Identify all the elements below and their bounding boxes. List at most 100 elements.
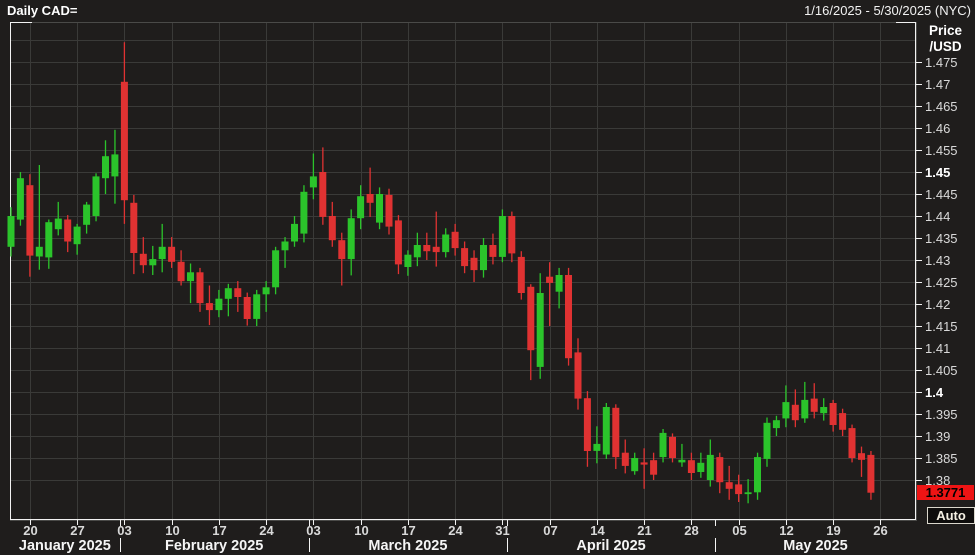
candle[interactable] (791, 389, 799, 428)
candle[interactable] (669, 433, 676, 463)
candle[interactable] (546, 262, 554, 326)
candle-body (73, 226, 81, 245)
candle[interactable] (347, 209, 355, 276)
candle[interactable] (26, 174, 34, 277)
candle[interactable] (772, 415, 780, 436)
candle[interactable] (555, 267, 563, 309)
candle[interactable] (205, 285, 213, 326)
candle[interactable] (470, 250, 478, 282)
candle[interactable] (54, 201, 62, 236)
candle[interactable] (650, 452, 658, 480)
candle[interactable] (498, 209, 506, 263)
candle-body (546, 276, 554, 283)
candle[interactable] (527, 284, 535, 381)
candle[interactable] (461, 241, 469, 274)
candle[interactable] (357, 185, 365, 230)
candle[interactable] (404, 250, 412, 276)
candle[interactable] (130, 194, 138, 275)
candle[interactable] (659, 429, 667, 463)
candle[interactable] (517, 251, 525, 300)
candle[interactable] (64, 215, 72, 253)
candle[interactable] (754, 452, 761, 500)
candle[interactable] (215, 289, 223, 318)
candle[interactable] (253, 289, 261, 326)
candle[interactable] (574, 338, 582, 410)
candle[interactable] (565, 267, 572, 366)
candle[interactable] (309, 153, 317, 200)
candle[interactable] (272, 246, 280, 295)
candle[interactable] (697, 452, 705, 478)
candle[interactable] (234, 281, 242, 312)
candle[interactable] (281, 237, 289, 268)
candle[interactable] (177, 250, 185, 286)
candle[interactable] (782, 385, 790, 428)
candle[interactable] (423, 232, 431, 260)
candle[interactable] (168, 237, 176, 268)
candle[interactable] (602, 403, 610, 459)
candle[interactable] (120, 42, 128, 224)
candle-body (404, 254, 412, 267)
candle[interactable] (706, 439, 714, 487)
candle[interactable] (621, 439, 629, 474)
candle[interactable] (508, 211, 516, 263)
candle[interactable] (376, 187, 383, 230)
candle-body (309, 176, 317, 188)
candle[interactable] (640, 448, 648, 489)
candle[interactable] (366, 167, 374, 217)
candle[interactable] (139, 237, 147, 274)
candle[interactable] (7, 207, 15, 257)
candle[interactable] (385, 188, 393, 235)
candle[interactable] (858, 446, 865, 477)
candle[interactable] (102, 140, 109, 194)
candle[interactable] (291, 216, 298, 247)
candle[interactable] (678, 443, 686, 467)
candle[interactable] (536, 273, 544, 379)
candle[interactable] (735, 474, 743, 502)
candle[interactable] (224, 283, 232, 317)
candle[interactable] (829, 399, 837, 432)
candle[interactable] (744, 479, 752, 504)
candle[interactable] (801, 381, 809, 423)
candle[interactable] (867, 451, 875, 500)
candle[interactable] (319, 147, 327, 225)
candle[interactable] (631, 452, 639, 475)
candle[interactable] (810, 383, 818, 419)
candle[interactable] (583, 391, 591, 467)
candle[interactable] (593, 426, 601, 464)
candle[interactable] (820, 398, 828, 421)
candle[interactable] (328, 201, 336, 247)
candle[interactable] (725, 465, 733, 500)
candle[interactable] (612, 404, 620, 469)
candle[interactable] (300, 185, 308, 243)
candle[interactable] (413, 232, 421, 267)
x-tick-label: 28 (684, 523, 698, 538)
candle[interactable] (489, 233, 497, 265)
candle[interactable] (35, 165, 43, 270)
candle[interactable] (480, 238, 487, 278)
candle[interactable] (45, 219, 53, 269)
candle[interactable] (158, 223, 166, 273)
candle-body (177, 261, 185, 282)
candle[interactable] (432, 211, 440, 267)
candle[interactable] (848, 424, 856, 463)
candle[interactable] (716, 452, 724, 494)
candle[interactable] (92, 173, 100, 222)
candle[interactable] (73, 223, 81, 255)
candle[interactable] (338, 232, 346, 286)
candle[interactable] (394, 215, 402, 275)
candle[interactable] (839, 408, 847, 436)
candle[interactable] (196, 267, 204, 312)
candle[interactable] (187, 263, 194, 304)
candle[interactable] (243, 292, 251, 326)
candle[interactable] (687, 452, 695, 480)
candle[interactable] (442, 228, 450, 258)
candle[interactable] (83, 201, 91, 234)
candle[interactable] (451, 223, 459, 256)
auto-scale-button[interactable]: Auto (927, 507, 975, 524)
candle[interactable] (262, 281, 270, 312)
candle[interactable] (149, 245, 157, 275)
candle[interactable] (111, 129, 119, 204)
candle[interactable] (16, 172, 24, 226)
candle[interactable] (763, 417, 771, 467)
